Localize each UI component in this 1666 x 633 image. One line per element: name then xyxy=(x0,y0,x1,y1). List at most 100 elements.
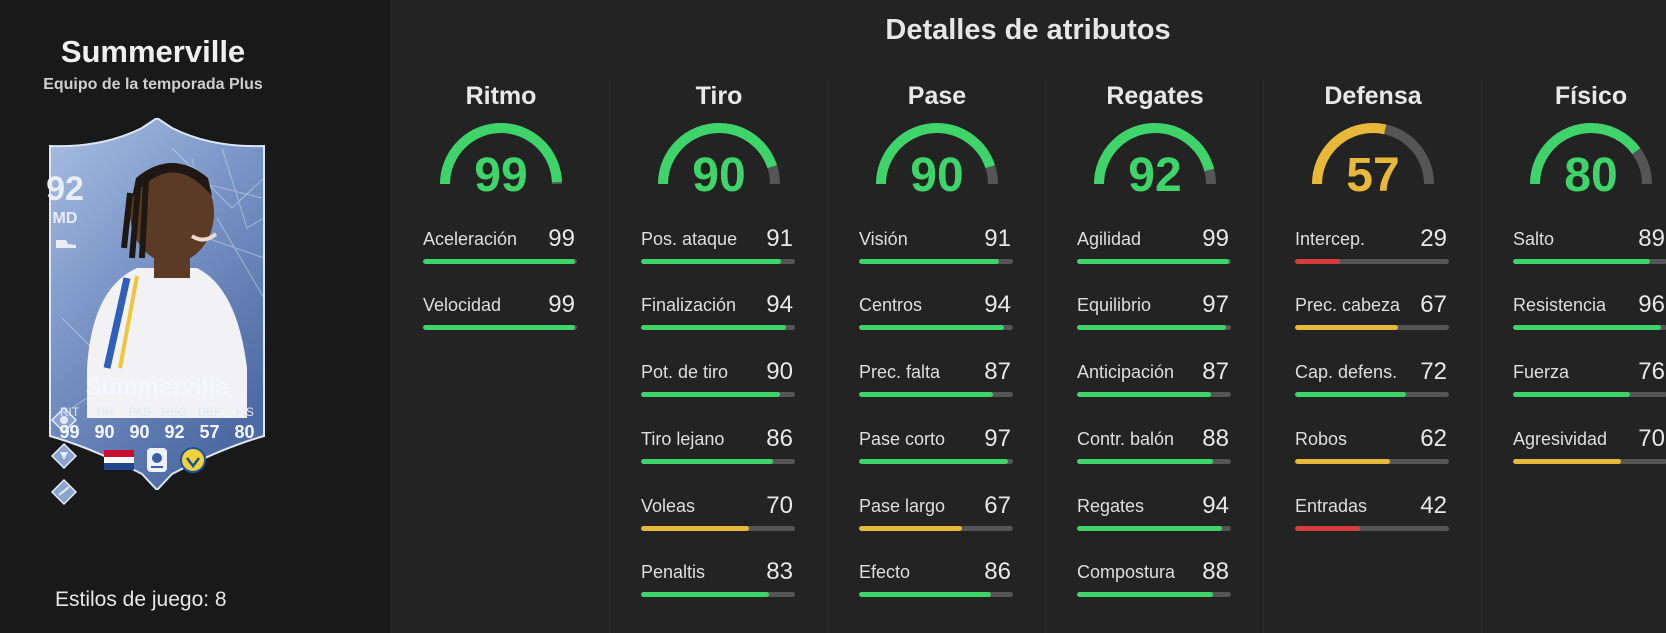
attribute-value: 67 xyxy=(984,492,1011,519)
playstyle-1-icon[interactable] xyxy=(50,406,78,434)
attribute-bar-fill xyxy=(1077,259,1230,264)
playstyles-count: Estilos de juego: 8 xyxy=(55,588,227,611)
attribute-bar-fill xyxy=(859,526,963,531)
playstyle-3-icon[interactable] xyxy=(50,478,78,506)
gauge-fill xyxy=(1312,123,1434,185)
attribute-row[interactable]: Entradas 42 xyxy=(1295,492,1453,536)
attribute-bar-track xyxy=(423,259,577,264)
attribute-label: Prec. falta xyxy=(859,362,941,382)
category-gauge xyxy=(658,123,780,185)
attribute-row[interactable]: Pase largo 67 xyxy=(859,492,1017,536)
attribute-row[interactable]: Finalización 94 xyxy=(641,291,799,335)
attribute-bar-track xyxy=(641,259,795,264)
attribute-row[interactable]: Voleas 70 xyxy=(641,492,799,536)
card-stat-label: RIT xyxy=(59,405,80,419)
attribute-bar-fill xyxy=(1295,259,1340,264)
attribute-label: Prec. cabeza xyxy=(1295,295,1401,315)
attribute-bar-track xyxy=(1077,459,1231,464)
attribute-row[interactable]: Prec. cabeza 67 xyxy=(1295,291,1453,335)
page-title: Detalles de atributos xyxy=(885,14,1171,46)
attribute-row[interactable]: Intercep. 29 xyxy=(1295,225,1453,269)
attribute-bar-fill xyxy=(1295,459,1391,464)
attribute-row[interactable]: Anticipación 87 xyxy=(1077,358,1235,402)
attribute-row[interactable]: Penaltis 83 xyxy=(641,558,799,602)
attribute-bar-fill xyxy=(423,325,576,330)
attribute-row[interactable]: Efecto 86 xyxy=(859,558,1017,602)
category-name: Tiro xyxy=(695,82,743,110)
attribute-row[interactable]: Agilidad 99 xyxy=(1077,225,1235,269)
gauge-fill xyxy=(440,123,562,185)
playstyle-icons xyxy=(50,406,78,506)
attribute-label: Entradas xyxy=(1295,496,1368,516)
attribute-bar-track xyxy=(1295,526,1449,531)
boot-icon xyxy=(56,240,76,248)
attribute-label: Velocidad xyxy=(423,295,502,315)
attribute-bar-track xyxy=(859,392,1013,397)
attribute-bar-fill xyxy=(1295,392,1406,397)
netherlands-flag-icon xyxy=(104,450,134,470)
attribute-row[interactable]: Centros 94 xyxy=(859,291,1017,335)
player-name: Summerville xyxy=(60,34,246,69)
attribute-row[interactable]: Aceleración 99 xyxy=(423,225,581,269)
attribute-bar-track xyxy=(641,325,795,330)
card-stat-label: REG xyxy=(161,405,188,419)
attribute-row[interactable]: Contr. balón 88 xyxy=(1077,425,1235,469)
category-value: 90 xyxy=(910,149,964,202)
attribute-bar-fill xyxy=(1513,325,1661,330)
attribute-row[interactable]: Cap. defens. 72 xyxy=(1295,358,1453,402)
attribute-value: 62 xyxy=(1420,425,1447,452)
attribute-bar-track xyxy=(859,259,1013,264)
category-value: 57 xyxy=(1346,149,1400,202)
attribute-bar-track xyxy=(1295,325,1449,330)
attribute-row[interactable]: Compostura 88 xyxy=(1077,558,1235,602)
attribute-row[interactable]: Salto 89 xyxy=(1513,225,1666,269)
attribute-value: 99 xyxy=(548,225,575,252)
playstyle-2-icon[interactable] xyxy=(50,442,78,470)
attribute-label: Aceleración xyxy=(423,229,518,249)
attribute-bar-track xyxy=(1077,526,1231,531)
attribute-row[interactable]: Resistencia 96 xyxy=(1513,291,1666,335)
attribute-label: Efecto xyxy=(859,562,911,582)
attribute-row[interactable]: Velocidad 99 xyxy=(423,291,581,335)
attribute-row[interactable]: Equilibrio 97 xyxy=(1077,291,1235,335)
player-card[interactable]: 92 MD Summerville RIT TIR PAS REG DEF FÍ… xyxy=(32,118,282,506)
attribute-value: 91 xyxy=(984,225,1011,252)
attribute-row[interactable]: Robos 62 xyxy=(1295,425,1453,469)
attribute-bar-fill xyxy=(1077,592,1213,597)
attribute-label: Anticipación xyxy=(1077,362,1175,382)
attribute-row[interactable]: Pot. de tiro 90 xyxy=(641,358,799,402)
category-gauge xyxy=(1094,123,1216,185)
attribute-bar-track xyxy=(1513,259,1666,264)
attribute-label: Equilibrio xyxy=(1077,295,1152,315)
attribute-value: 72 xyxy=(1420,358,1447,385)
card-stat-value: 80 xyxy=(234,422,255,442)
attribute-label: Robos xyxy=(1295,429,1348,449)
attribute-row[interactable]: Agresividad 70 xyxy=(1513,425,1666,469)
attribute-row[interactable]: Visión 91 xyxy=(859,225,1017,269)
attribute-row[interactable]: Pase corto 97 xyxy=(859,425,1017,469)
attribute-row[interactable]: Tiro lejano 86 xyxy=(641,425,799,469)
attribute-row[interactable]: Regates 94 xyxy=(1077,492,1235,536)
attribute-bar-fill xyxy=(1077,392,1211,397)
card-stat-value: 90 xyxy=(129,422,150,442)
attribute-value: 89 xyxy=(1638,225,1665,252)
attribute-row[interactable]: Prec. falta 87 xyxy=(859,358,1017,402)
attribute-value: 99 xyxy=(1202,225,1229,252)
attribute-row[interactable]: Fuerza 76 xyxy=(1513,358,1666,402)
attribute-bar-fill xyxy=(1513,259,1651,264)
category-gauge xyxy=(1530,123,1652,185)
card-badges xyxy=(104,446,206,474)
attribute-value: 83 xyxy=(766,558,793,585)
attribute-bar-fill xyxy=(1513,459,1621,464)
attribute-bar-fill xyxy=(1295,325,1399,330)
attribute-label: Salto xyxy=(1513,229,1555,249)
attribute-row[interactable]: Pos. ataque 91 xyxy=(641,225,799,269)
attribute-value: 29 xyxy=(1420,225,1447,252)
category-name: Pase xyxy=(907,82,967,110)
attribute-label: Compostura xyxy=(1077,562,1176,582)
card-stat-value: 57 xyxy=(199,422,220,442)
attribute-value: 86 xyxy=(984,558,1011,585)
attribute-bar-track xyxy=(1513,325,1666,330)
column-divider xyxy=(609,80,610,633)
gauge-fill xyxy=(1094,123,1216,185)
